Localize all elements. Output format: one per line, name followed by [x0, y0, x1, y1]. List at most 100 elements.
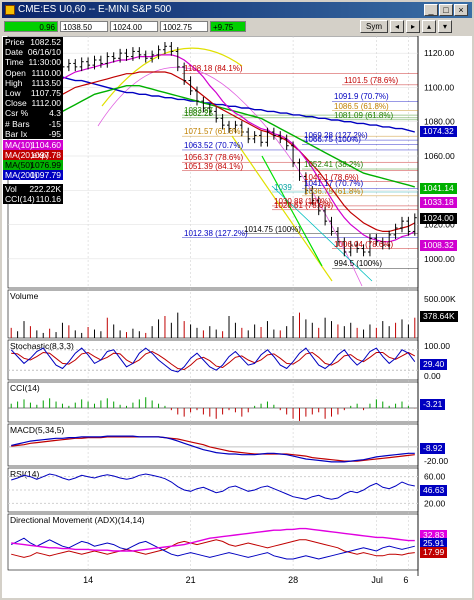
- indicator-value-tag: -3.21: [420, 399, 446, 410]
- info-value: 1113.50: [31, 77, 61, 88]
- info-value: -15: [48, 118, 61, 129]
- y-tick-label: 1120.00: [424, 48, 454, 58]
- info-row: Time 11:30:00: [3, 57, 63, 67]
- indicator-value-tag: -8.92: [420, 443, 446, 455]
- fib-label: 1091.9 (70.7%): [334, 92, 389, 102]
- price-tag: 1008.32: [420, 239, 457, 251]
- ma-legend-item: MA(50) 1076.99: [3, 160, 63, 170]
- info-row: Low 1107.75: [3, 88, 63, 98]
- fib-label: 1063.52 (70.7%): [184, 140, 244, 150]
- y-tick-label: 0.00: [424, 371, 441, 381]
- fib-trend-green: [261, 155, 323, 267]
- info-value: 06/16/10: [27, 47, 61, 58]
- ma-legend-item: MA(20,exp) 1097.78: [3, 150, 63, 160]
- maximize-button[interactable]: □: [439, 4, 453, 16]
- info-value: -95: [48, 128, 61, 139]
- info-value: 1107.75: [30, 87, 61, 98]
- fib-label: 1039: [274, 183, 292, 192]
- fib-label: 1030.88 (100%): [274, 196, 331, 206]
- indicator-legend-item: CCI(14) 110.16: [3, 194, 63, 204]
- plus-di-line: [10, 537, 415, 560]
- panel-title-macd: MACD(5,34,5): [10, 425, 64, 435]
- toolbar-left-button[interactable]: ◂: [390, 20, 404, 33]
- ma20-line: [10, 71, 416, 232]
- close-button[interactable]: ×: [454, 4, 468, 16]
- info-row: Close 1112.00: [3, 98, 63, 108]
- x-tick-label: 21: [185, 575, 196, 585]
- y-tick-label: 100.00: [424, 341, 450, 351]
- info-value: 1112.00: [31, 98, 61, 109]
- minimize-button[interactable]: _: [424, 4, 438, 16]
- info-key: Csr %: [5, 108, 29, 119]
- info-row: Date 06/16/10: [3, 47, 63, 57]
- window-title: CME:ES U0,60 -- E-MINI S&P 500: [18, 4, 172, 15]
- indicator-value-tag: 32.83: [420, 530, 448, 542]
- info-box: Price 1082.52 Date 06/16/10 Time 11:30:00 Open…: [3, 37, 63, 139]
- panel-vol: [7, 289, 419, 339]
- info-key: # Bars: [5, 118, 30, 129]
- app-icon: [5, 5, 15, 15]
- panel-title-sto: Stochastic(8,3,3): [10, 341, 74, 351]
- fib-trend-cyan: [271, 185, 373, 282]
- info-row: Bar Ix -95: [3, 129, 63, 139]
- info-value: 1110.00: [31, 67, 61, 78]
- mid-field: 1024.00: [110, 21, 158, 32]
- fib-label: 994.5 (100%): [334, 259, 383, 269]
- ma50-line: [11, 85, 415, 188]
- info-row: Open 1110.00: [3, 68, 63, 78]
- fib-label: 1056.37 (78.6%): [184, 153, 244, 163]
- macd-line: [11, 435, 415, 463]
- x-tick-label: 14: [83, 575, 94, 585]
- indicator-legend-item: Vol 222.22K: [3, 184, 63, 194]
- adx-line: [11, 527, 415, 552]
- y-tick-label: 1100.00: [424, 82, 454, 92]
- panel-title-vol: Volume: [10, 291, 39, 301]
- fib-label: 1041.17 (70.7%): [304, 179, 364, 189]
- panel-sto: [7, 339, 419, 381]
- indicator-value-tag: 25.91: [420, 538, 448, 550]
- fib-label: 1036.75 (61.8%): [304, 186, 364, 196]
- indicator-value-tag: 46.63: [420, 485, 448, 496]
- info-row: High 1113.50: [3, 78, 63, 88]
- panel-dmi: [7, 513, 419, 571]
- price-tag: 1074.32: [420, 126, 457, 138]
- fib-label: 1108.18 (84.1%): [184, 64, 243, 74]
- ask-field: 1002.75: [160, 21, 208, 32]
- panel-title-cci: CCI(14): [10, 383, 40, 393]
- info-key: Close: [5, 98, 27, 109]
- net-change-field: +9.75: [210, 21, 246, 32]
- chart-svg[interactable]: 1120.001100.001080.001060.001040.001020.…: [2, 36, 472, 598]
- y-tick-label: 1020.00: [424, 220, 455, 230]
- sym-button[interactable]: Sym: [360, 20, 388, 33]
- panel-macd: [7, 423, 419, 467]
- x-tick-label: Jul: [371, 575, 383, 585]
- x-tick-label: 28: [288, 575, 299, 585]
- ma10-line: [10, 54, 416, 243]
- y-tick-label: 20.00: [424, 498, 446, 508]
- panel-title-dmi: Directional Movement (ADX)(14,14): [10, 515, 145, 525]
- fib-label: 1069.28 (127.2%): [304, 131, 368, 141]
- fib-label: 1071.57 (61.8%): [184, 127, 244, 137]
- toolbar-up-button[interactable]: ▴: [422, 20, 436, 33]
- y-tick-label: -20.00: [424, 456, 448, 466]
- y-tick-label: 1080.00: [424, 117, 455, 127]
- fib-label: 1101.5 (78.6%): [344, 75, 399, 85]
- y-tick-label: 500.00K: [424, 294, 456, 304]
- indicator-value-tag: 378.64K: [420, 311, 458, 323]
- info-key: Low: [5, 87, 21, 98]
- fib-label: 1045.1 (78.6%): [304, 172, 359, 182]
- toolbar-right-button[interactable]: ▸: [406, 20, 420, 33]
- title-bar: CME:ES U0,60 -- E-MINI S&P 500 _ □ ×: [2, 2, 472, 18]
- ma-legend-item: MA(200) 1097.79: [3, 170, 63, 180]
- price-tag: 1041.14: [420, 183, 457, 195]
- quote-toolbar: 0.96 1038.50 1024.00 1002.75 +9.75 Sym ◂…: [2, 19, 472, 35]
- price-tag: 1024.00: [420, 212, 457, 224]
- y-tick-label: 60.00: [424, 472, 446, 482]
- stochastic-d-line: [11, 350, 416, 371]
- fib-label: 1081.09 (61.8%): [334, 110, 394, 120]
- stochastic-k-line: [10, 347, 416, 373]
- info-value: 1082.52: [30, 37, 61, 47]
- indicator-value-tag: 17.99: [420, 547, 448, 559]
- fib-label: 1028.61 (78.6%): [274, 200, 334, 210]
- toolbar-down-button[interactable]: ▾: [438, 20, 452, 33]
